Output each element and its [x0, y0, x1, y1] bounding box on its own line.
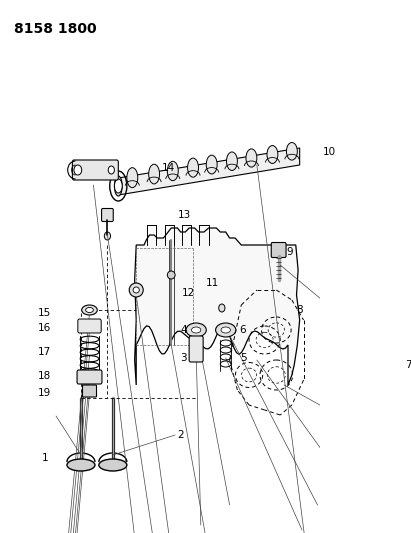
Ellipse shape [246, 149, 257, 167]
Text: 4: 4 [180, 325, 187, 335]
Polygon shape [135, 228, 300, 385]
Ellipse shape [149, 164, 159, 184]
Text: 17: 17 [38, 347, 51, 357]
Text: 10: 10 [323, 147, 336, 157]
Ellipse shape [286, 142, 297, 160]
FancyBboxPatch shape [83, 385, 97, 397]
Text: 9: 9 [286, 247, 293, 257]
Circle shape [104, 232, 111, 240]
Ellipse shape [67, 459, 95, 471]
Ellipse shape [192, 327, 201, 333]
Circle shape [74, 165, 82, 175]
FancyBboxPatch shape [77, 370, 102, 384]
FancyBboxPatch shape [102, 208, 113, 222]
Ellipse shape [114, 176, 122, 196]
Text: 2: 2 [178, 430, 184, 440]
Text: 3: 3 [180, 353, 187, 363]
Text: 8158 1800: 8158 1800 [14, 22, 97, 36]
Ellipse shape [127, 168, 138, 188]
Text: 15: 15 [38, 308, 51, 318]
Text: 14: 14 [162, 163, 175, 173]
Ellipse shape [187, 158, 199, 177]
Text: 12: 12 [181, 288, 194, 298]
Ellipse shape [221, 327, 231, 333]
Ellipse shape [82, 305, 97, 315]
Circle shape [108, 166, 114, 174]
Text: 19: 19 [38, 388, 51, 398]
Text: 7: 7 [405, 360, 411, 370]
Ellipse shape [114, 179, 122, 193]
Ellipse shape [85, 308, 93, 312]
Text: 8: 8 [296, 305, 302, 315]
Text: 6: 6 [240, 325, 246, 335]
Text: 1: 1 [42, 453, 48, 463]
Ellipse shape [226, 152, 238, 171]
Circle shape [219, 304, 225, 312]
Ellipse shape [267, 146, 278, 164]
Text: 11: 11 [206, 278, 219, 288]
FancyBboxPatch shape [189, 336, 203, 362]
Ellipse shape [99, 459, 127, 471]
Ellipse shape [206, 155, 217, 174]
Text: 5: 5 [240, 353, 246, 363]
Polygon shape [118, 148, 300, 195]
FancyBboxPatch shape [271, 243, 286, 257]
Ellipse shape [129, 283, 143, 297]
Ellipse shape [167, 271, 175, 279]
Ellipse shape [216, 323, 236, 337]
Text: 16: 16 [38, 323, 51, 333]
Ellipse shape [167, 161, 178, 181]
Text: 18: 18 [38, 371, 51, 381]
Text: 13: 13 [178, 210, 191, 220]
Ellipse shape [133, 287, 139, 293]
FancyBboxPatch shape [72, 160, 118, 180]
FancyBboxPatch shape [78, 319, 101, 333]
Ellipse shape [186, 323, 206, 337]
